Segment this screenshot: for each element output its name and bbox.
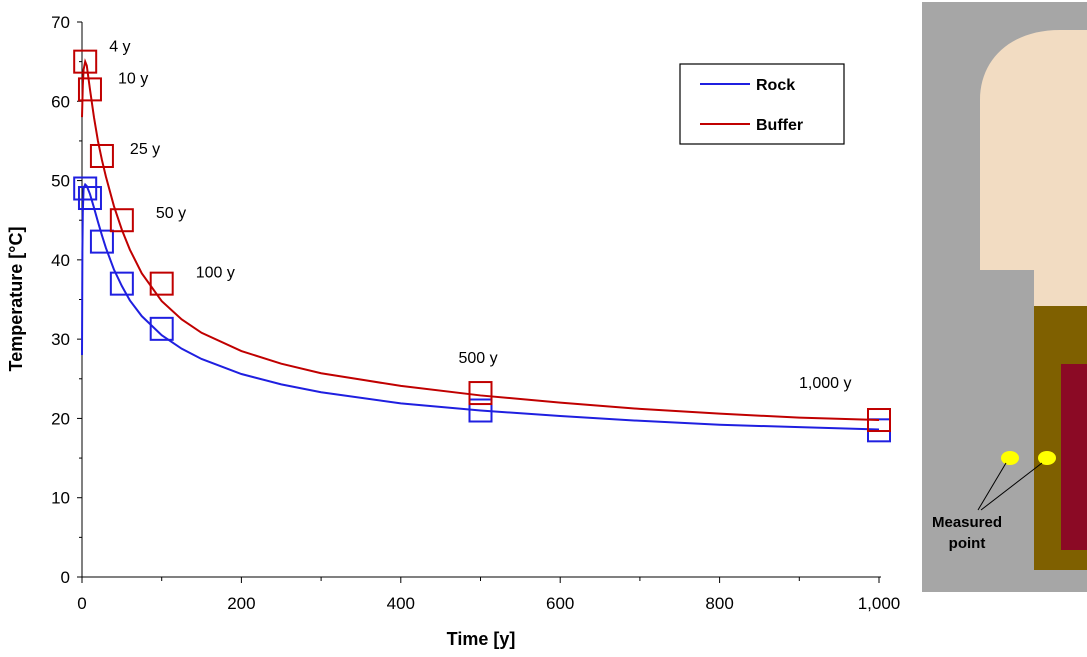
x-axis-title: Time [y] bbox=[447, 629, 516, 649]
y-tick-label: 0 bbox=[61, 568, 70, 587]
data-point-buffer bbox=[77, 77, 102, 102]
legend: Rock Buffer bbox=[679, 63, 845, 145]
measured-point-rock bbox=[1001, 451, 1019, 465]
data-point-buffer bbox=[149, 271, 174, 296]
measured-point-label-line2: point bbox=[949, 535, 986, 552]
x-tick-label: 800 bbox=[705, 594, 733, 613]
y-tick-label: 60 bbox=[51, 92, 70, 111]
series-line-rock bbox=[81, 182, 880, 431]
backfill-region bbox=[980, 30, 1087, 306]
y-tick-label: 40 bbox=[51, 251, 70, 270]
x-tick-label: 600 bbox=[546, 594, 574, 613]
y-tick-label: 30 bbox=[51, 330, 70, 349]
x-axis-ticks: 0 200 400 600 800 1,000 bbox=[77, 577, 900, 613]
x-tick-label: 400 bbox=[387, 594, 415, 613]
legend-box bbox=[679, 63, 845, 145]
data-point-buffer bbox=[468, 381, 493, 406]
y-axis-title: Temperature [°C] bbox=[6, 227, 26, 372]
pointer-line-rock bbox=[977, 462, 1007, 511]
data-point-rock bbox=[73, 176, 98, 201]
measured-point-label-line1: Measured bbox=[932, 514, 1002, 531]
data-point-rock bbox=[468, 398, 493, 423]
data-label: 1,000 y bbox=[799, 375, 851, 392]
measured-point-buffer bbox=[1038, 451, 1056, 465]
x-tick-label: 200 bbox=[227, 594, 255, 613]
canister-region bbox=[1061, 364, 1087, 550]
data-point-buffer bbox=[109, 208, 134, 233]
x-tick-label: 1,000 bbox=[858, 594, 900, 613]
data-point-rock bbox=[89, 229, 114, 254]
y-tick-label: 20 bbox=[51, 409, 70, 428]
data-label: 500 y bbox=[459, 350, 498, 367]
data-label: 50 y bbox=[156, 205, 186, 222]
data-label: 4 y bbox=[109, 39, 130, 56]
data-point-rock bbox=[77, 186, 102, 211]
data-point-buffer bbox=[89, 143, 114, 168]
temperature-chart: 0 10 20 30 40 50 60 70 0 200 400 600 800 1,000 Tempe… bbox=[6, 13, 900, 649]
y-tick-label: 10 bbox=[51, 489, 70, 508]
legend-label-buffer: Buffer bbox=[756, 117, 803, 134]
y-axis-ticks: 0 10 20 30 40 50 60 70 bbox=[51, 13, 82, 587]
pointer-line-buffer bbox=[980, 462, 1043, 511]
data-label: 25 y bbox=[130, 141, 160, 158]
data-point-buffer bbox=[867, 408, 891, 433]
y-tick-label: 70 bbox=[51, 13, 70, 32]
y-tick-label: 50 bbox=[51, 172, 70, 191]
data-point-rock bbox=[149, 316, 174, 341]
series-layer bbox=[73, 49, 891, 443]
data-label-layer: 4 y 10 y 25 y 50 y 100 y 500 y 1,000 y bbox=[109, 39, 851, 392]
data-point-buffer bbox=[73, 49, 98, 74]
x-tick-label: 0 bbox=[77, 594, 86, 613]
data-label: 100 y bbox=[196, 265, 235, 282]
data-label: 10 y bbox=[118, 70, 148, 87]
data-point-rock bbox=[109, 271, 134, 296]
legend-label-rock: Rock bbox=[756, 77, 795, 94]
